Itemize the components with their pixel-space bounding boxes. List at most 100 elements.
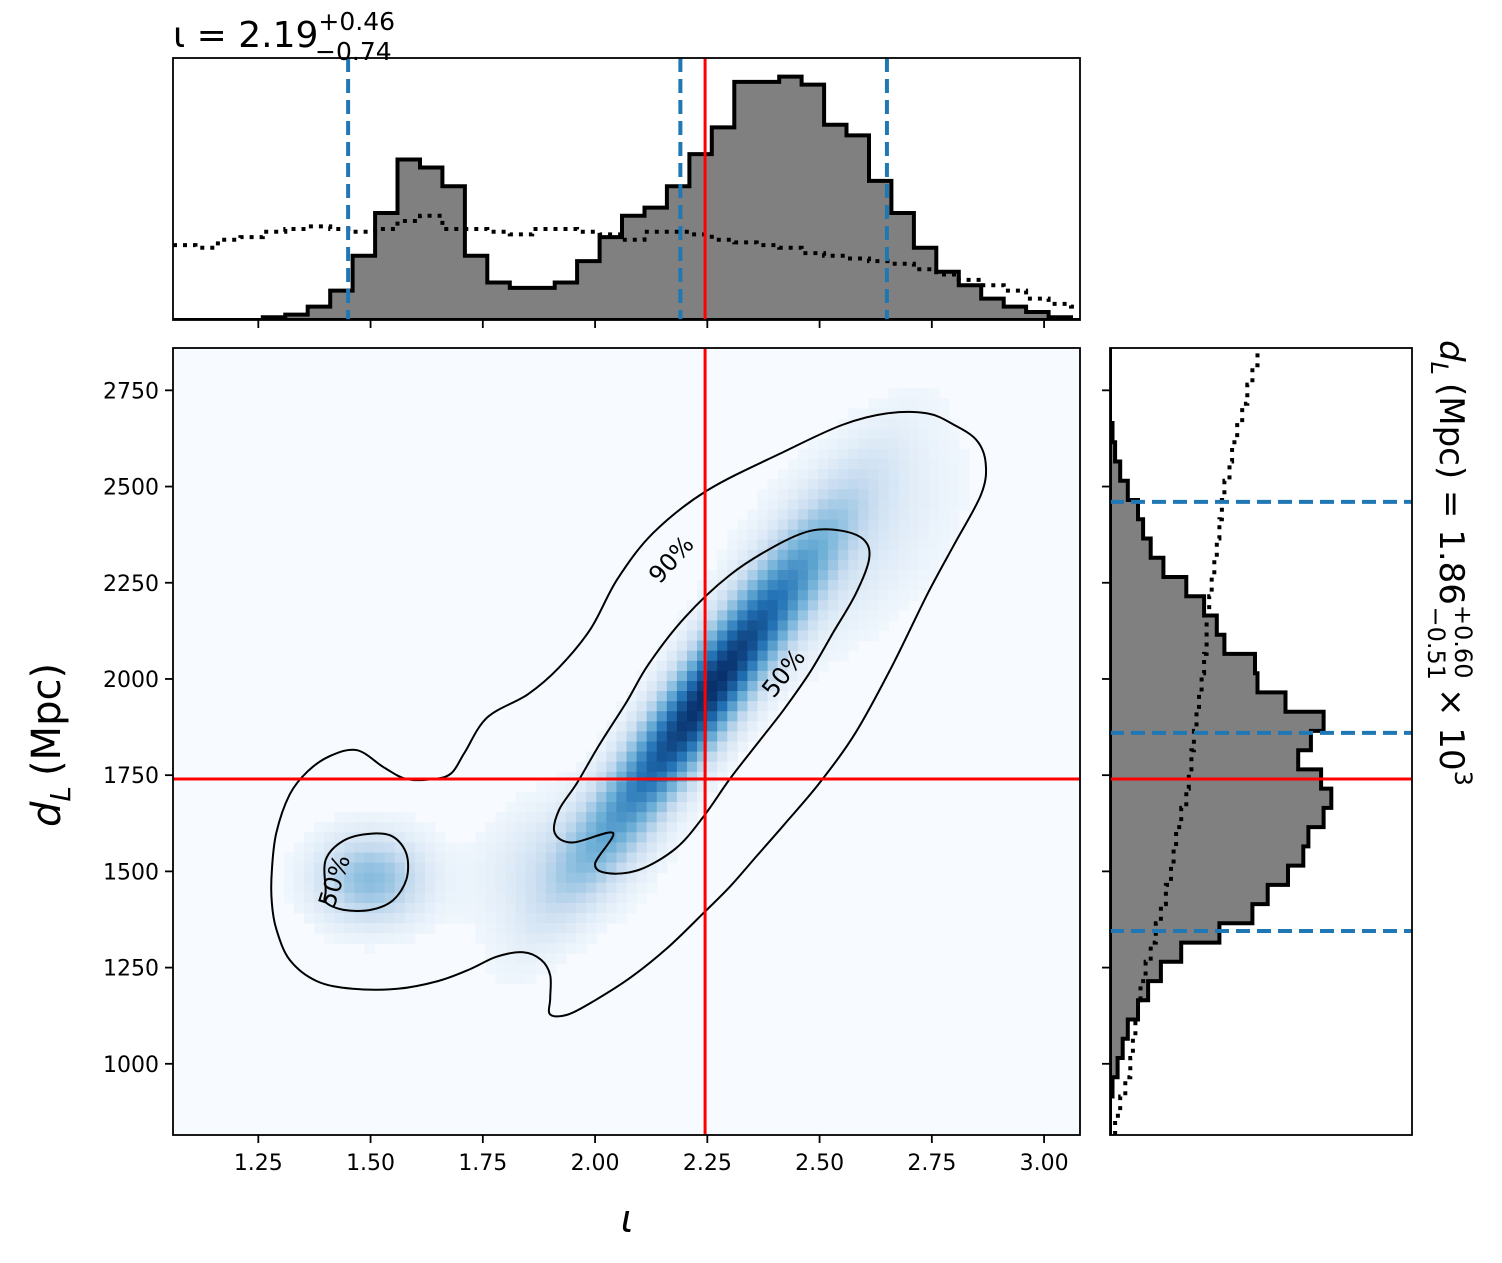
density-cell: [707, 721, 718, 733]
density-cell: [697, 771, 708, 783]
density-cell: [868, 539, 880, 551]
density-cell: [817, 630, 829, 642]
density-cell: [535, 812, 547, 823]
density-cell: [928, 418, 940, 430]
density-cell: [616, 842, 628, 854]
density-cell: [404, 902, 416, 914]
density-cell: [646, 812, 658, 823]
density-cell: [807, 600, 819, 611]
density-cell: [918, 458, 930, 470]
density-cell: [586, 862, 597, 874]
density-cell: [374, 882, 386, 894]
density-cell: [445, 902, 456, 914]
density-cell: [636, 751, 648, 763]
density-cell: [616, 731, 628, 743]
density-cell: [828, 489, 839, 500]
density-cell: [626, 701, 638, 712]
density-cell: [596, 842, 607, 854]
density-cell: [737, 590, 749, 601]
x-histogram: [173, 74, 1080, 320]
density-cell: [918, 519, 930, 531]
density-cell: [636, 701, 648, 712]
density-cell: [757, 620, 769, 632]
density-cell: [394, 882, 406, 894]
density-cell: [404, 933, 416, 944]
density-cell: [666, 771, 678, 783]
density-cell: [888, 519, 900, 531]
density-cell: [364, 902, 376, 914]
density-cell: [485, 862, 497, 874]
density-cell: [626, 872, 638, 884]
density-cell: [545, 872, 557, 884]
density-cell: [354, 872, 366, 884]
density-cell: [445, 892, 456, 904]
density-cell: [697, 761, 708, 773]
density-cell: [747, 509, 759, 521]
density-cell: [838, 590, 849, 601]
density-cell: [717, 680, 728, 692]
density-cell: [807, 610, 819, 622]
density-cell: [314, 902, 325, 914]
density-cell: [868, 438, 880, 450]
density-cell: [535, 933, 547, 944]
density-cell: [596, 862, 607, 874]
density-cell: [676, 812, 688, 823]
density-cell: [586, 913, 597, 924]
density-cell: [717, 660, 728, 672]
y-tick-label: 1000: [103, 1053, 159, 1078]
density-cell: [888, 458, 900, 470]
density-cell: [898, 529, 910, 541]
density-cell: [495, 953, 507, 965]
density-cell: [838, 620, 849, 632]
density-cell: [868, 620, 880, 632]
density-cell: [858, 469, 869, 480]
density-cell: [545, 943, 557, 954]
density-cell: [707, 600, 718, 611]
density-cell: [938, 509, 950, 521]
density-cell: [959, 448, 970, 460]
density-cell: [566, 943, 577, 954]
density-cell: [293, 892, 305, 904]
density-cell: [828, 600, 839, 611]
density-cell: [505, 872, 517, 884]
density-cell: [545, 781, 557, 793]
density-cell: [626, 711, 638, 722]
density-cell: [848, 569, 859, 581]
density-cell: [918, 580, 930, 591]
density-cell: [888, 418, 900, 430]
density-cell: [616, 822, 628, 833]
density-cell: [424, 822, 436, 833]
density-cell: [828, 458, 839, 470]
density-cell: [626, 822, 638, 833]
density-cell: [727, 559, 738, 571]
density-cell: [394, 872, 406, 884]
density-cell: [747, 549, 759, 561]
density-cell: [676, 751, 688, 763]
density-cell: [878, 569, 890, 581]
density-cell: [898, 569, 910, 581]
density-cell: [828, 479, 839, 490]
density-cell: [838, 519, 849, 531]
density-cell: [838, 569, 849, 581]
density-cell: [555, 892, 567, 904]
density-cell: [646, 791, 658, 803]
density-cell: [807, 499, 819, 511]
density-cell: [525, 862, 537, 874]
density-cell: [445, 862, 456, 874]
density-cell: [475, 913, 487, 924]
density-cell: [586, 872, 597, 884]
density-cell: [807, 620, 819, 632]
y-tick-label: 1500: [103, 860, 159, 885]
density-cell: [686, 721, 698, 733]
density-cell: [828, 428, 839, 440]
density-cell: [777, 620, 789, 632]
density-cell: [475, 923, 487, 934]
density-cell: [314, 862, 325, 874]
density-cell: [414, 852, 426, 864]
y-label-var: d: [24, 801, 70, 827]
density-cell: [616, 902, 628, 914]
density-cell: [828, 569, 839, 581]
density-cell: [636, 852, 648, 864]
density-cell: [495, 923, 507, 934]
density-cell: [817, 509, 829, 521]
